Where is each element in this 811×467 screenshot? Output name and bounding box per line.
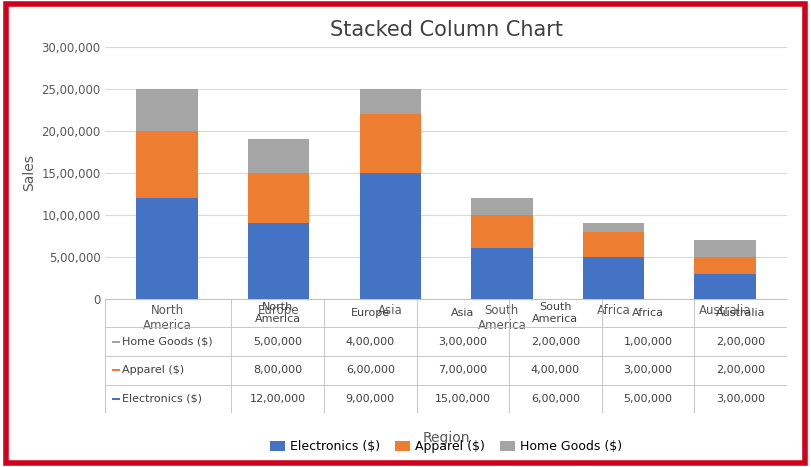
Bar	[136, 131, 198, 198]
FancyBboxPatch shape	[112, 398, 119, 400]
Text: 9,00,000: 9,00,000	[345, 394, 395, 404]
Bar	[583, 232, 644, 257]
Text: 5,00,000: 5,00,000	[624, 394, 672, 404]
Bar	[471, 215, 533, 248]
Text: 15,00,000: 15,00,000	[435, 394, 491, 404]
Bar	[248, 173, 309, 223]
Text: 3,00,000: 3,00,000	[716, 394, 765, 404]
Legend: Electronics ($), Apparel ($), Home Goods ($): Electronics ($), Apparel ($), Home Goods…	[265, 435, 627, 459]
Bar	[359, 114, 421, 173]
Bar	[583, 223, 644, 232]
Text: 3,00,000: 3,00,000	[624, 365, 672, 375]
Text: 5,00,000: 5,00,000	[253, 337, 303, 347]
Text: Apparel ($): Apparel ($)	[122, 365, 184, 375]
Text: 2,00,000: 2,00,000	[716, 337, 765, 347]
Text: 4,00,000: 4,00,000	[530, 365, 580, 375]
Bar	[471, 248, 533, 299]
Text: 2,00,000: 2,00,000	[530, 337, 580, 347]
Text: Australia: Australia	[715, 308, 765, 318]
Text: 4,00,000: 4,00,000	[345, 337, 395, 347]
Bar	[359, 89, 421, 114]
Text: 6,00,000: 6,00,000	[345, 365, 395, 375]
Text: Africa: Africa	[632, 308, 664, 318]
Text: Asia: Asia	[451, 308, 474, 318]
Text: 12,00,000: 12,00,000	[250, 394, 306, 404]
Bar	[583, 257, 644, 299]
Bar	[694, 274, 756, 299]
Bar	[136, 198, 198, 299]
Bar	[471, 198, 533, 215]
Bar	[694, 257, 756, 274]
Text: 7,00,000: 7,00,000	[438, 365, 487, 375]
Text: South
America: South America	[532, 302, 578, 324]
Bar	[694, 240, 756, 257]
Text: 2,00,000: 2,00,000	[716, 365, 765, 375]
FancyBboxPatch shape	[112, 341, 119, 343]
Bar	[359, 173, 421, 299]
Text: 8,00,000: 8,00,000	[253, 365, 303, 375]
Bar	[136, 89, 198, 131]
Text: North
America: North America	[255, 302, 301, 324]
Text: Electronics ($): Electronics ($)	[122, 394, 202, 404]
Y-axis label: Sales: Sales	[22, 155, 36, 191]
Text: 3,00,000: 3,00,000	[438, 337, 487, 347]
FancyBboxPatch shape	[112, 369, 119, 371]
Bar	[248, 139, 309, 173]
Bar	[248, 223, 309, 299]
Text: Europe: Europe	[350, 308, 390, 318]
Text: Home Goods ($): Home Goods ($)	[122, 337, 212, 347]
Text: Region: Region	[423, 431, 470, 445]
Text: 6,00,000: 6,00,000	[531, 394, 580, 404]
Title: Stacked Column Chart: Stacked Column Chart	[329, 20, 563, 40]
Text: 1,00,000: 1,00,000	[624, 337, 672, 347]
